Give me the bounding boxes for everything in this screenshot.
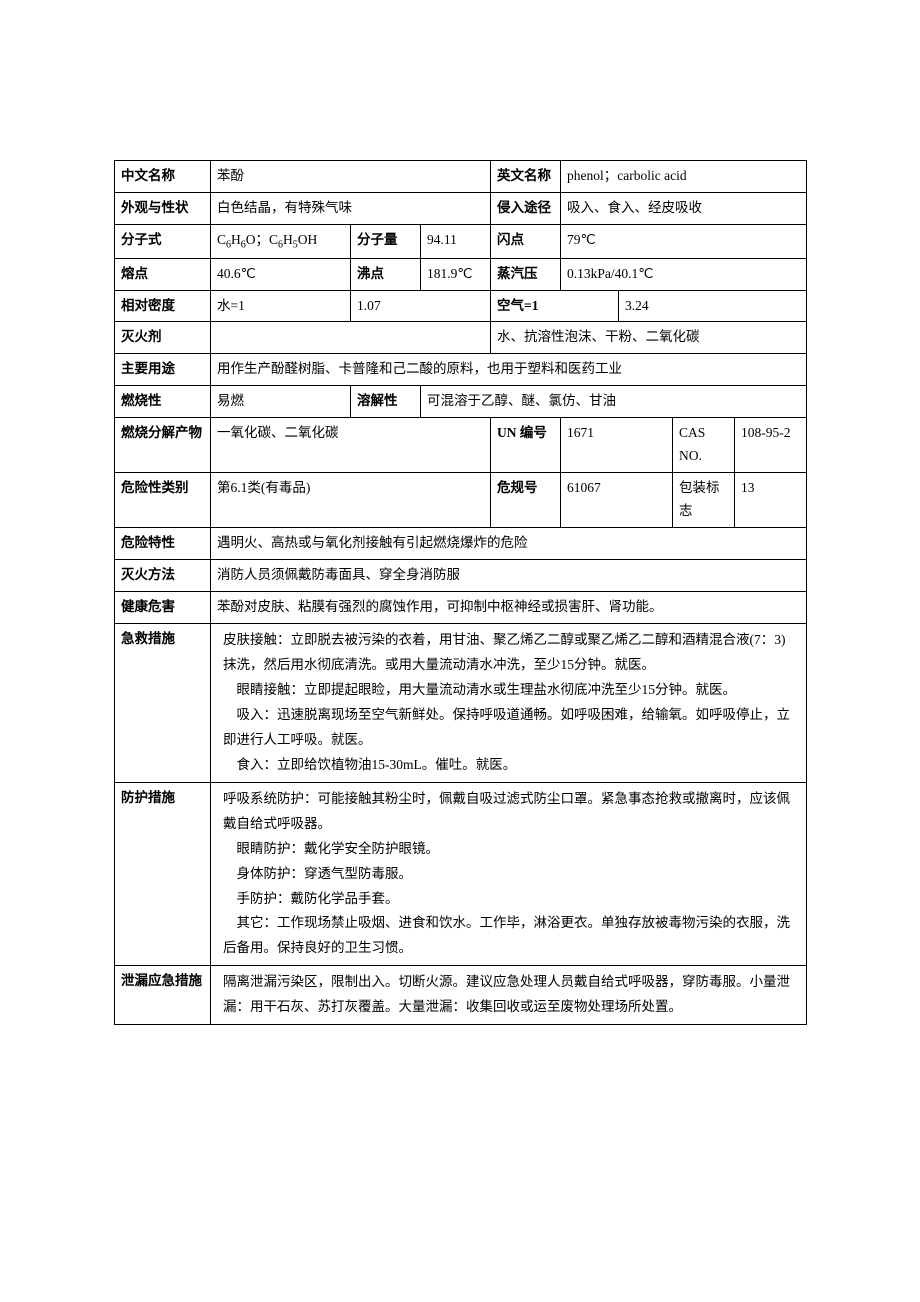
label-rel-density: 相对密度 (115, 290, 211, 322)
label-hazard-class: 危险性类别 (115, 473, 211, 528)
value-name-en: phenol；carbolic acid (561, 161, 807, 193)
label-hazard-char: 危险特性 (115, 528, 211, 560)
value-extinguishing-agent: 水、抗溶性泡沫、干粉、二氧化碳 (491, 322, 807, 354)
table-row: 主要用途 用作生产酚醛树脂、卡普隆和己二酸的原料，也用于塑料和医药工业 (115, 354, 807, 386)
table-row: 中文名称 苯酚 英文名称 phenol；carbolic acid (115, 161, 807, 193)
table-row: 熔点 40.6℃ 沸点 181.9℃ 蒸汽压 0.13kPa/40.1℃ (115, 258, 807, 290)
label-water-eq: 水=1 (211, 290, 351, 322)
value-packaging-mark: 13 (735, 473, 807, 528)
label-cas-no: CAS NO. (673, 418, 735, 473)
label-name-cn: 中文名称 (115, 161, 211, 193)
value-vapor-pressure: 0.13kPa/40.1℃ (561, 258, 807, 290)
label-flash-point: 闪点 (491, 224, 561, 258)
table-row: 燃烧分解产物 一氧化碳、二氧化碳 UN 编号 1671 CAS NO. 108-… (115, 418, 807, 473)
value-mol-weight: 94.11 (421, 224, 491, 258)
value-appearance: 白色结晶，有特殊气味 (211, 192, 491, 224)
value-combustion-products: 一氧化碳、二氧化碳 (211, 418, 491, 473)
label-extinguishing-agent: 灭火剂 (115, 322, 211, 354)
value-formula: C6H6O；C6H5OH (211, 224, 351, 258)
value-ext-agent-blank (211, 322, 491, 354)
label-flammability: 燃烧性 (115, 386, 211, 418)
value-first-aid: 皮肤接触：立即脱去被污染的衣着，用甘油、聚乙烯乙二醇或聚乙烯乙二醇和酒精混合液(… (211, 623, 807, 782)
label-formula: 分子式 (115, 224, 211, 258)
table-row: 灭火方法 消防人员须佩戴防毒面具、穿全身消防服 (115, 559, 807, 591)
document-page: 中文名称 苯酚 英文名称 phenol；carbolic acid 外观与性状 … (0, 0, 920, 1025)
table-row: 泄漏应急措施 隔离泄漏污染区，限制出入。切断火源。建议应急处理人员戴自给式呼吸器… (115, 966, 807, 1025)
label-fire-fighting: 灭火方法 (115, 559, 211, 591)
table-row: 灭火剂 水、抗溶性泡沫、干粉、二氧化碳 (115, 322, 807, 354)
table-row: 相对密度 水=1 1.07 空气=1 3.24 (115, 290, 807, 322)
value-entry-route: 吸入、食入、经皮吸收 (561, 192, 807, 224)
value-protection: 呼吸系统防护：可能接触其粉尘时，佩戴自吸过滤式防尘口罩。紧急事态抢救或撤离时，应… (211, 782, 807, 966)
label-vapor-pressure: 蒸汽压 (491, 258, 561, 290)
value-flammability: 易燃 (211, 386, 351, 418)
label-packaging-mark: 包装标志 (673, 473, 735, 528)
value-main-use: 用作生产酚醛树脂、卡普隆和己二酸的原料，也用于塑料和医药工业 (211, 354, 807, 386)
chemical-safety-table: 中文名称 苯酚 英文名称 phenol；carbolic acid 外观与性状 … (114, 160, 807, 1025)
table-row: 外观与性状 白色结晶，有特殊气味 侵入途径 吸入、食入、经皮吸收 (115, 192, 807, 224)
label-boiling-point: 沸点 (351, 258, 421, 290)
label-un-number: UN 编号 (491, 418, 561, 473)
label-name-en: 英文名称 (491, 161, 561, 193)
table-row: 防护措施 呼吸系统防护：可能接触其粉尘时，佩戴自吸过滤式防尘口罩。紧急事态抢救或… (115, 782, 807, 966)
label-first-aid: 急救措施 (115, 623, 211, 782)
label-health-hazard: 健康危害 (115, 591, 211, 623)
table-row: 分子式 C6H6O；C6H5OH 分子量 94.11 闪点 79℃ (115, 224, 807, 258)
value-health-hazard: 苯酚对皮肤、粘膜有强烈的腐蚀作用，可抑制中枢神经或损害肝、肾功能。 (211, 591, 807, 623)
value-hazard-class: 第6.1类(有毒品) (211, 473, 491, 528)
label-combustion-products: 燃烧分解产物 (115, 418, 211, 473)
label-appearance: 外观与性状 (115, 192, 211, 224)
table-row: 健康危害 苯酚对皮肤、粘膜有强烈的腐蚀作用，可抑制中枢神经或损害肝、肾功能。 (115, 591, 807, 623)
table-row: 危险特性 遇明火、高热或与氧化剂接触有引起燃烧爆炸的危险 (115, 528, 807, 560)
value-flash-point: 79℃ (561, 224, 807, 258)
value-hazard-char: 遇明火、高热或与氧化剂接触有引起燃烧爆炸的危险 (211, 528, 807, 560)
label-main-use: 主要用途 (115, 354, 211, 386)
label-mol-weight: 分子量 (351, 224, 421, 258)
value-fire-fighting: 消防人员须佩戴防毒面具、穿全身消防服 (211, 559, 807, 591)
label-solubility: 溶解性 (351, 386, 421, 418)
label-air-eq: 空气=1 (491, 290, 619, 322)
value-cas-no: 108-95-2 (735, 418, 807, 473)
value-un-number: 1671 (561, 418, 673, 473)
value-rel-density-water: 1.07 (351, 290, 491, 322)
value-boiling-point: 181.9℃ (421, 258, 491, 290)
label-entry-route: 侵入途径 (491, 192, 561, 224)
value-danger-code: 61067 (561, 473, 673, 528)
label-melting-point: 熔点 (115, 258, 211, 290)
table-row: 急救措施 皮肤接触：立即脱去被污染的衣着，用甘油、聚乙烯乙二醇或聚乙烯乙二醇和酒… (115, 623, 807, 782)
value-rel-density-air: 3.24 (619, 290, 807, 322)
value-melting-point: 40.6℃ (211, 258, 351, 290)
label-leak-response: 泄漏应急措施 (115, 966, 211, 1025)
label-danger-code: 危规号 (491, 473, 561, 528)
table-row: 燃烧性 易燃 溶解性 可混溶于乙醇、醚、氯仿、甘油 (115, 386, 807, 418)
value-solubility: 可混溶于乙醇、醚、氯仿、甘油 (421, 386, 807, 418)
value-name-cn: 苯酚 (211, 161, 491, 193)
label-protection: 防护措施 (115, 782, 211, 966)
table-row: 危险性类别 第6.1类(有毒品) 危规号 61067 包装标志 13 (115, 473, 807, 528)
value-leak-response: 隔离泄漏污染区，限制出入。切断火源。建议应急处理人员戴自给式呼吸器，穿防毒服。小… (211, 966, 807, 1025)
